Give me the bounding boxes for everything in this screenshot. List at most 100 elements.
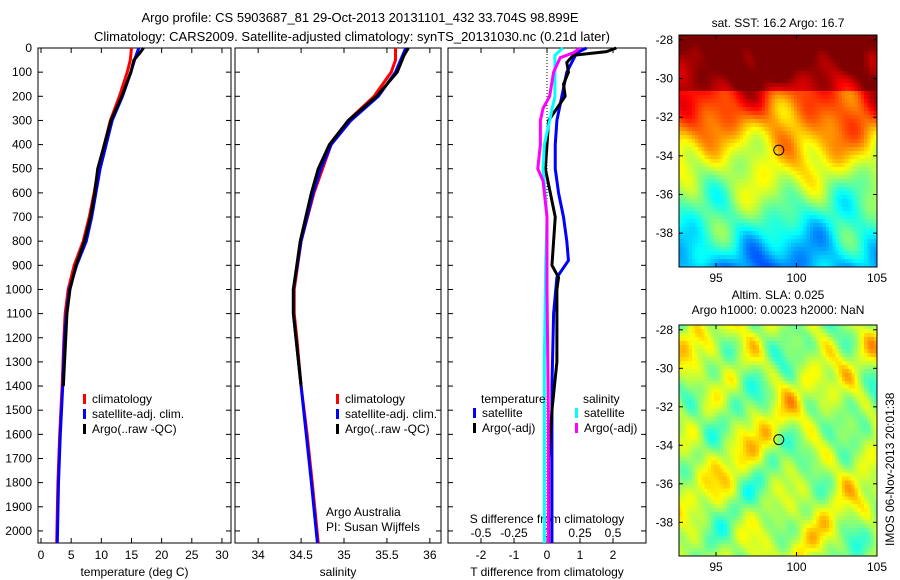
y-tick-label: 1300 <box>5 355 32 369</box>
series-line-2 <box>61 47 145 387</box>
axes-frame <box>37 47 232 544</box>
y-tick-label: 200 <box>12 89 32 103</box>
temperature-profile: 0100200300400500600700800900100011001200… <box>5 41 232 579</box>
x-tick-label: 35 <box>337 548 351 562</box>
y-tick-label: 400 <box>12 138 32 152</box>
y-tick-label: 1400 <box>5 379 32 393</box>
argo-location-marker <box>773 434 785 446</box>
s-tick-label: -0.25 <box>500 526 528 540</box>
x-axis-label: T difference from climatology <box>470 565 624 579</box>
x-tick-label: 0 <box>38 548 45 562</box>
lat-tick-label: -34 <box>656 438 674 452</box>
x-tick-label: 2 <box>610 548 617 562</box>
x-tick-label: -2 <box>476 548 487 562</box>
map-title: Altim. SLA: 0.025 <box>732 288 825 302</box>
pi-name: PI: Susan Wijffels <box>326 520 420 534</box>
lon-tick-label: 100 <box>786 560 806 574</box>
legend-entry: satellite-adj. clim. <box>345 407 437 421</box>
lon-tick-label: 105 <box>867 560 887 574</box>
lat-tick-label: -32 <box>656 400 674 414</box>
lon-tick-label: 95 <box>709 271 723 285</box>
map-frame <box>678 34 878 268</box>
lat-tick-label: -28 <box>656 33 674 47</box>
legend-swatch <box>83 409 86 419</box>
y-tick-label: 1700 <box>5 451 32 465</box>
x-axis-label: temperature (deg C) <box>80 565 188 579</box>
x-tick-label: 25 <box>185 548 199 562</box>
s-tick-label: 0.25 <box>568 526 592 540</box>
y-tick-label: 800 <box>12 234 32 248</box>
y-tick-label: 2000 <box>5 524 32 538</box>
y-tick-label: 1000 <box>5 282 32 296</box>
lat-tick-label: -28 <box>656 323 674 337</box>
y-tick-label: 1100 <box>6 307 32 321</box>
legend-entry: satellite <box>584 406 625 420</box>
legend-swatch <box>575 423 578 433</box>
map-frame <box>678 324 878 557</box>
x-tick-label: 36 <box>423 548 437 562</box>
s-tick-label: -0.5 <box>471 526 492 540</box>
salinity-profile: 34 34.5 35 35.5 36 salinity climatologysatelli… <box>234 47 442 579</box>
x-tick-label: 10 <box>95 548 109 562</box>
x-tick-label: 5 <box>68 548 75 562</box>
lat-tick-label: -38 <box>656 226 674 240</box>
y-tick-label: 1500 <box>5 403 32 417</box>
x-tick-label: 34.5 <box>289 548 313 562</box>
y-tick-label: 1800 <box>5 476 32 490</box>
lat-tick-label: -36 <box>656 477 674 491</box>
series-line-2 <box>291 47 410 387</box>
y-tick-label: 100 <box>12 65 32 79</box>
legend-title-salinity: salinity <box>583 392 620 406</box>
axes-frame <box>234 47 442 544</box>
title-line-2: Climatology: CARS2009. Satellite-adjuste… <box>94 29 610 44</box>
lon-tick-label: 100 <box>786 271 806 285</box>
legend-entry: satellite-adj. clim. <box>92 407 184 421</box>
legend-entry: Argo(..raw -QC) <box>92 422 177 436</box>
x-tick-label: 1 <box>577 548 584 562</box>
x-tick-label: 35.5 <box>375 548 399 562</box>
sla-map-axes: 95 100 105 -28 -30 -32 -34 -36 -38 Altim. SLA: 0.… <box>656 288 888 574</box>
y-tick-label: 1600 <box>5 427 32 441</box>
lon-tick-label: 95 <box>709 560 723 574</box>
legend-entry: Argo(-adj) <box>482 421 535 435</box>
lat-tick-label: -30 <box>656 72 674 86</box>
legend-entry: Argo(-adj) <box>584 421 637 435</box>
y-tick-label: 300 <box>12 113 32 127</box>
x-tick-label: 30 <box>215 548 229 562</box>
y-tick-label: 900 <box>12 258 32 272</box>
legend-swatch <box>336 409 339 419</box>
legend-swatch <box>83 424 86 434</box>
y-tick-label: 600 <box>12 186 32 200</box>
map-title: sat. SST: 16.2 Argo: 16.7 <box>712 16 845 30</box>
y-tick-label: 0 <box>25 41 32 55</box>
x-tick-label: 20 <box>155 548 169 562</box>
map-subtitle: Argo h1000: 0.0023 h2000: NaN <box>692 303 865 317</box>
argo-location-marker <box>773 144 785 156</box>
sst-map-axes: 95 100 105 -28 -30 -32 -34 -36 -38 sat. SST: 16.2… <box>656 16 888 285</box>
lat-tick-label: -32 <box>656 110 674 124</box>
lat-tick-label: -36 <box>656 188 674 202</box>
legend-swatch <box>473 423 476 433</box>
legend-swatch <box>336 424 339 434</box>
legend-swatch <box>83 394 86 404</box>
legend-entry: climatology <box>345 392 405 406</box>
x-tick-label: -1 <box>509 548 520 562</box>
legend-swatch <box>575 408 578 418</box>
y-tick-label: 1900 <box>5 500 32 514</box>
lat-tick-label: -34 <box>656 149 674 163</box>
x-axis-label: salinity <box>320 565 357 579</box>
legend-swatch <box>473 408 476 418</box>
series-line-3 <box>536 46 581 543</box>
y-tick-label: 1200 <box>5 331 32 345</box>
timestamp: IMOS 06-Nov-2013 20:01:38 <box>883 392 897 546</box>
y-tick-label: 500 <box>12 162 32 176</box>
y-tick-label: 700 <box>12 210 32 224</box>
legend-entry: Argo(..raw -QC) <box>345 422 430 436</box>
lat-tick-label: -38 <box>656 515 674 529</box>
legend-swatch <box>336 394 339 404</box>
sst-map-image <box>679 35 877 267</box>
legend-title-temperature: temperature <box>481 392 546 406</box>
difference-profile: -2 -1 0 1 2 T difference from climatology -0.5… <box>447 46 647 579</box>
